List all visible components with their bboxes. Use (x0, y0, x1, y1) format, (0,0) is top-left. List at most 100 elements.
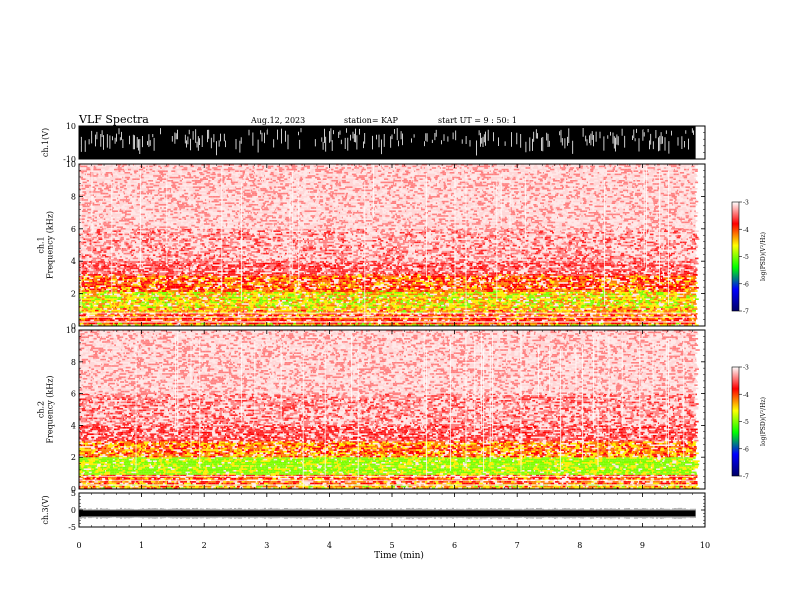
spectrogram-cell (630, 311, 634, 313)
spectrogram-cell (542, 300, 545, 302)
spectrogram-cell (321, 295, 324, 297)
spectrogram-cell (547, 314, 552, 317)
spectrogram-cell (473, 311, 478, 313)
spectrogram-cell (222, 301, 225, 304)
spectrogram-cell (137, 309, 140, 312)
spectrogram-cell (497, 298, 499, 300)
spectrogram-cell (649, 295, 652, 297)
spectrogram-cell (235, 301, 239, 304)
spectrogram-cell (383, 300, 387, 302)
spectrogram-cell (515, 317, 518, 320)
spectrogram-cell (135, 313, 137, 315)
spectrogram-cell (454, 293, 458, 296)
spectrogram-cell (288, 324, 293, 326)
spectrogram-cell (379, 317, 381, 320)
spectrogram-cell (637, 292, 639, 294)
spectrogram-cell (326, 319, 330, 322)
spectrogram-cell (623, 296, 626, 299)
spectrogram-cell (473, 309, 475, 312)
spectrogram-cell (347, 317, 352, 320)
spectrogram-cell (107, 319, 110, 322)
spectrogram-cell (618, 292, 623, 294)
spectrogram-cell (661, 311, 664, 313)
spectrogram-cell (428, 292, 430, 294)
spectrogram-cell (154, 303, 156, 305)
spectrogram-cell (195, 309, 199, 312)
spectrogram-cell (272, 322, 277, 325)
spectrogram-cell (690, 296, 693, 299)
spectrogram-cell (358, 293, 361, 296)
spectrogram-cell (493, 308, 496, 310)
spectrogram-cell (188, 295, 192, 297)
spectrogram-cell (677, 308, 681, 310)
spectrogram-cell (143, 313, 145, 315)
spectrogram-cell (393, 295, 398, 297)
spectrogram-cell (245, 317, 247, 320)
spectrogram-cell (407, 292, 412, 294)
spectrogram-cell (536, 296, 541, 299)
spectrogram-cell (365, 293, 367, 296)
spectrogram-cell (472, 296, 474, 299)
spectrogram-cell (353, 309, 358, 312)
spectrogram-cell (165, 313, 169, 315)
spectrogram-cell (221, 309, 223, 312)
spectrogram-cell (327, 308, 329, 310)
spectrogram-cell (225, 296, 229, 299)
spectrogram-cell (634, 301, 637, 304)
spectrogram-cell (123, 298, 128, 300)
spectrogram-cell (614, 311, 619, 313)
spectrogram-cell (101, 317, 106, 320)
spectrogram-cell (605, 293, 608, 296)
spectrogram-cell (232, 293, 236, 296)
spectrogram-cell (474, 298, 479, 300)
spectrogram-cell (170, 301, 174, 304)
spectrogram-cell (528, 314, 532, 317)
spectrogram-cell (416, 324, 419, 326)
spectrogram-cell (470, 324, 474, 326)
spectrogram-cell (432, 296, 434, 299)
spectrogram-cell (352, 319, 356, 322)
spectrogram-cell (433, 301, 437, 304)
spectrogram-cell (451, 322, 454, 325)
spectrogram-cell (490, 298, 494, 300)
spectrogram-cell (227, 298, 229, 300)
spectrogram-cell (654, 322, 656, 325)
spectrogram-cell (260, 322, 265, 325)
spectrogram-cell (578, 296, 581, 299)
spectrogram-cell (166, 322, 169, 325)
spectrogram-cell (87, 295, 91, 297)
spectrogram-cell (569, 317, 574, 320)
spectrogram-cell (228, 317, 229, 320)
spectrogram-cell (643, 309, 648, 312)
spectrogram-cell (503, 317, 507, 320)
spectrogram-cell (275, 324, 279, 326)
spectrogram-cell (561, 308, 563, 310)
spectrogram-cell (560, 309, 565, 312)
spectrogram-cell (351, 322, 353, 325)
spectrogram-cell (120, 300, 123, 302)
spectrogram-cell (540, 293, 544, 296)
spectrogram-cell (461, 314, 462, 317)
spectrogram-cell (654, 306, 657, 309)
spectrogram-cell (497, 293, 499, 296)
spectrogram-cell (390, 293, 394, 296)
spectrogram-cell (503, 298, 507, 300)
spectrogram-cell (617, 322, 621, 325)
spectrogram-cell (317, 295, 322, 297)
spectrogram-cell (219, 314, 224, 317)
spectrogram-cell (98, 322, 102, 325)
spectrogram-cell (353, 295, 358, 297)
spectrogram-cell (520, 300, 524, 302)
spectrogram-cell (151, 293, 156, 296)
spectrogram-cell (223, 295, 226, 297)
spectrogram-cell (164, 322, 167, 325)
spectrogram-cell (179, 293, 183, 296)
spectrogram-cell (376, 292, 379, 294)
spectrogram-cell (479, 293, 483, 296)
spectrogram-cell (620, 309, 624, 312)
spectrogram-cell (262, 317, 266, 320)
spectrogram-cell (292, 303, 295, 305)
spectrogram-cell (574, 311, 576, 313)
spectrogram-cell (509, 308, 512, 310)
spectrogram-cell (265, 317, 270, 320)
